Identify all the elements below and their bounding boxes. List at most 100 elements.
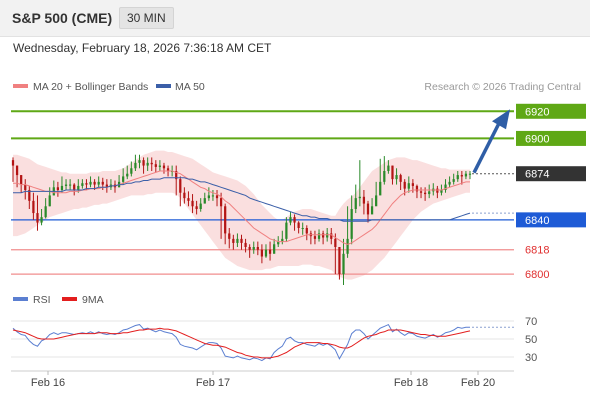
candle <box>203 192 206 204</box>
candle-body <box>301 228 304 229</box>
candle-body <box>154 164 157 167</box>
candle-body <box>175 171 178 180</box>
candle-body <box>60 185 64 190</box>
rsi-tick-label-70: 70 <box>525 316 537 328</box>
level-labels-layer: 6920 6900 6874 6840 6818 6800 <box>516 103 586 281</box>
candle <box>391 165 394 185</box>
candle-body <box>370 206 374 215</box>
candle-body <box>224 206 227 234</box>
candle-body <box>354 198 357 209</box>
candle-body <box>20 175 23 185</box>
candle <box>142 157 145 174</box>
candle-body <box>448 181 451 185</box>
candle-body <box>387 165 390 171</box>
candle-body <box>130 168 133 174</box>
candle-body <box>166 168 170 171</box>
candle-body <box>452 179 455 182</box>
forecast-arrow-head <box>492 109 510 130</box>
candle-body <box>44 206 47 218</box>
candle <box>211 190 215 201</box>
candle <box>228 228 231 249</box>
legend-swatch-ma50 <box>156 84 171 88</box>
candle <box>240 234 243 250</box>
candle-body <box>423 192 427 195</box>
candle <box>444 179 447 193</box>
candle-body <box>11 160 15 166</box>
candle-body <box>40 217 43 223</box>
candle <box>415 184 419 199</box>
candle <box>297 221 300 234</box>
candle <box>317 229 321 242</box>
date-line: Wednesday, February 18, 2026 7:36:18 AM … <box>13 41 272 55</box>
candle-body <box>285 222 288 239</box>
candle-body <box>207 195 210 199</box>
x-tick-label: Feb 16 <box>31 377 65 389</box>
candle-body <box>440 190 443 193</box>
instrument-title: S&P 500 (CME) <box>12 10 113 26</box>
x-axis: Feb 16 Feb 17 Feb 18 Feb 20 <box>11 370 514 389</box>
forecast-arrow-shaft <box>472 122 501 174</box>
price-legend: MA 20 + Bollinger Bands MA 50 <box>13 81 205 93</box>
legend-label-rsi: RSI <box>33 294 51 306</box>
candle-body <box>456 175 459 180</box>
candle <box>81 179 84 189</box>
timeframe-badge[interactable]: 30 MIN <box>119 7 174 29</box>
candle-body <box>334 238 337 247</box>
candle-body <box>436 188 439 193</box>
candle-body <box>203 198 206 204</box>
level-label-6818: 6818 <box>525 245 549 257</box>
candle-body <box>264 249 268 257</box>
candle-body <box>73 184 76 190</box>
candle-body <box>215 195 219 199</box>
candle-body <box>150 162 153 165</box>
candle-body <box>350 209 353 239</box>
candle-body <box>379 181 382 196</box>
candle <box>224 203 227 245</box>
candle-body <box>244 242 247 247</box>
candle <box>273 238 276 254</box>
credit-text: Research © 2026 Trading Central <box>424 81 581 93</box>
candle-body <box>211 195 215 197</box>
candle-body <box>97 181 100 185</box>
candle-body <box>383 171 386 182</box>
candle <box>354 184 357 214</box>
level-tag-6900 <box>516 130 586 146</box>
candle <box>48 187 51 207</box>
candle <box>464 171 468 180</box>
legend-label-ma50: MA 50 <box>175 81 205 93</box>
rsi-9ma-line <box>12 327 471 359</box>
level-label-6920: 6920 <box>525 106 549 118</box>
candle <box>244 238 247 253</box>
candle <box>101 177 104 190</box>
candle <box>219 192 223 239</box>
ma-layer <box>13 109 510 245</box>
candle <box>154 160 157 173</box>
candle <box>448 176 451 188</box>
candle-body <box>468 173 472 175</box>
candle <box>179 176 182 207</box>
level-label-6840: 6840 <box>525 215 549 227</box>
candle <box>252 241 255 254</box>
candle-body <box>183 192 186 199</box>
candle <box>28 185 31 209</box>
candle-body <box>342 253 345 275</box>
candle-body <box>346 238 349 254</box>
candle-body <box>28 190 31 201</box>
candle <box>97 176 100 188</box>
rsi-tick-label-50: 50 <box>525 334 537 346</box>
candle-body <box>187 198 190 201</box>
candle <box>305 225 308 241</box>
x-tick-label: Feb 17 <box>196 377 230 389</box>
forecast-arrow <box>472 109 510 174</box>
candle <box>199 198 202 212</box>
candle <box>64 179 68 190</box>
candle-body <box>64 184 68 186</box>
candle <box>44 198 47 219</box>
candle-body <box>146 162 149 166</box>
candle-body <box>228 233 231 239</box>
level-tag-6874 <box>516 166 586 182</box>
candle-body <box>399 175 402 182</box>
candle <box>428 184 431 199</box>
candle-body <box>256 247 259 250</box>
candle <box>268 241 272 261</box>
